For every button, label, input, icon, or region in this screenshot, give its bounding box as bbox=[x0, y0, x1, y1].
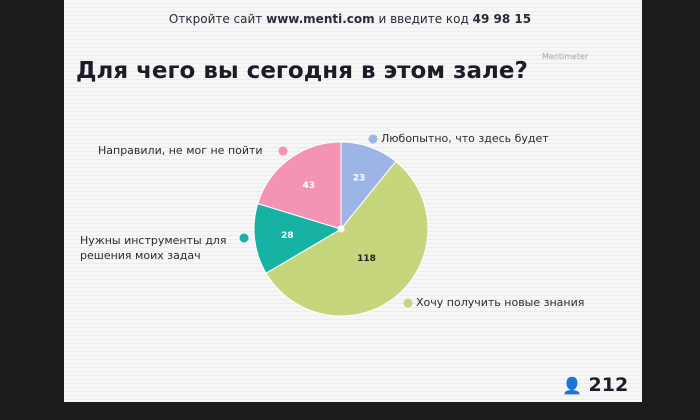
slice-value: 23 bbox=[353, 174, 366, 184]
pie-slice bbox=[257, 141, 342, 230]
legend-label: Любопытно, что здесь будет bbox=[381, 132, 549, 145]
code: 49 98 15 bbox=[472, 12, 532, 26]
legend-dot bbox=[403, 298, 413, 308]
pie-center bbox=[337, 225, 345, 233]
legend-label: Нужны инструменты для решения моих задач bbox=[80, 234, 227, 262]
site: www.menti.com bbox=[266, 12, 375, 26]
pie-slice bbox=[265, 160, 429, 317]
participant-count: 👤 212 bbox=[562, 374, 629, 396]
legend-label: Хочу получить новые знания bbox=[416, 296, 585, 309]
slice-value: 43 bbox=[303, 181, 316, 191]
join-instructions: Откройте сайт www.menti.com и введите ко… bbox=[0, 12, 700, 26]
text: и введите код bbox=[378, 12, 469, 26]
brand: Mentimeter bbox=[542, 52, 589, 61]
slice-value: 28 bbox=[281, 231, 294, 241]
count: 212 bbox=[588, 374, 629, 396]
pie-slice bbox=[253, 202, 343, 274]
chart-title: Для чего вы сегодня в этом зале? bbox=[76, 58, 528, 84]
legend-label: Направили, не мог не пойти bbox=[98, 144, 263, 157]
legend-dot bbox=[368, 134, 378, 144]
legend-dot bbox=[278, 146, 288, 156]
text: Откройте сайт bbox=[168, 12, 263, 26]
slice-value: 118 bbox=[357, 254, 376, 264]
legend-dot bbox=[239, 233, 249, 243]
